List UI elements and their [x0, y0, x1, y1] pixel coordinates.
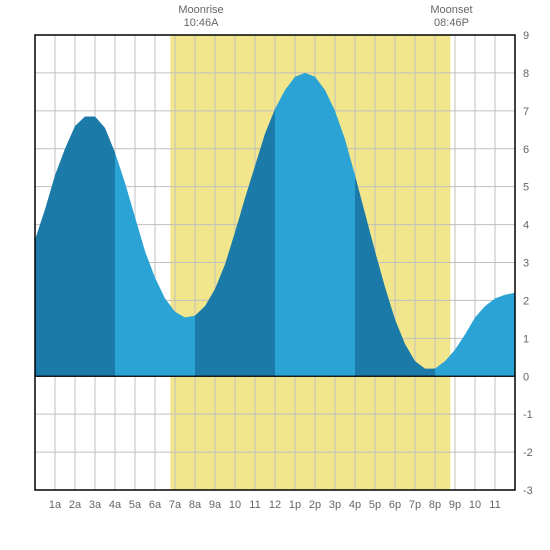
x-tick-label: 1a — [49, 499, 62, 511]
y-tick-label: 4 — [523, 220, 529, 232]
x-tick-label: 10 — [229, 499, 241, 511]
y-tick-label: 2 — [523, 295, 529, 307]
x-tick-label: 1p — [289, 499, 301, 511]
moonset-label: Moonset 08:46P — [430, 4, 472, 30]
x-tick-label: 3p — [329, 499, 341, 511]
moonrise-time: 10:46A — [184, 17, 219, 29]
x-tick-label: 3a — [89, 499, 102, 511]
x-tick-label: 5a — [129, 499, 142, 511]
y-tick-label: 3 — [523, 258, 529, 270]
y-tick-label: 1 — [523, 333, 529, 345]
y-tick-label: 5 — [523, 182, 529, 194]
moonset-time: 08:46P — [434, 17, 469, 29]
y-tick-label: -2 — [523, 447, 533, 459]
x-tick-label: 7p — [409, 499, 421, 511]
tide-chart: Moonrise 10:46A Moonset 08:46P -3-2-1012… — [0, 0, 550, 550]
y-tick-label: 6 — [523, 144, 529, 156]
x-tick-label: 2a — [69, 499, 82, 511]
chart-svg: -3-2-101234567891a2a3a4a5a6a7a8a9a101112… — [0, 0, 550, 550]
x-tick-label: 7a — [169, 499, 182, 511]
x-tick-label: 4p — [349, 499, 361, 511]
y-tick-label: -1 — [523, 409, 533, 421]
moonrise-title: Moonrise — [178, 4, 223, 16]
x-tick-label: 11 — [249, 499, 260, 511]
x-tick-label: 10 — [469, 499, 481, 511]
x-tick-label: 2p — [309, 499, 321, 511]
x-tick-label: 6a — [149, 499, 162, 511]
y-tick-label: 0 — [523, 371, 529, 383]
y-tick-label: -3 — [523, 485, 533, 497]
x-tick-label: 6p — [389, 499, 401, 511]
y-tick-label: 9 — [523, 30, 529, 42]
moonrise-label: Moonrise 10:46A — [178, 4, 223, 30]
y-tick-label: 8 — [523, 68, 529, 80]
x-tick-label: 11 — [489, 499, 500, 511]
x-tick-label: 5p — [369, 499, 381, 511]
y-tick-label: 7 — [523, 106, 529, 118]
x-tick-label: 9a — [209, 499, 222, 511]
x-tick-label: 9p — [449, 499, 461, 511]
x-tick-label: 8p — [429, 499, 441, 511]
moonset-title: Moonset — [430, 4, 472, 16]
x-tick-label: 4a — [109, 499, 122, 511]
x-tick-label: 12 — [269, 499, 281, 511]
x-tick-label: 8a — [189, 499, 202, 511]
